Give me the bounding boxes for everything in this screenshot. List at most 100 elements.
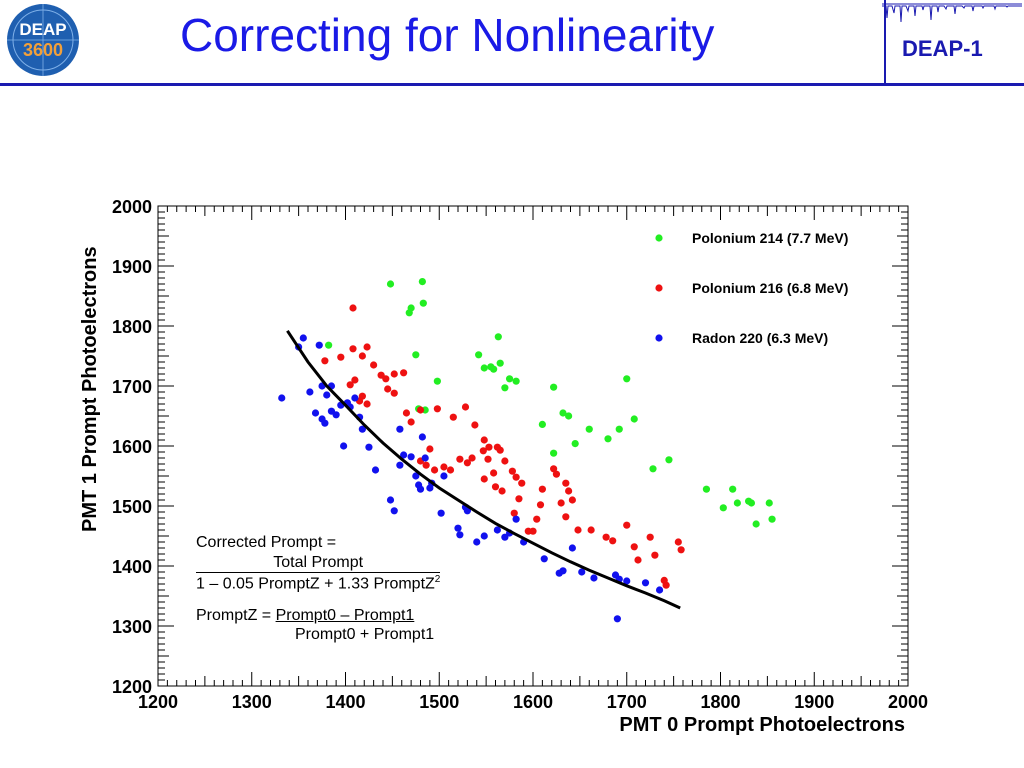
data-point — [426, 445, 434, 453]
data-point — [702, 485, 711, 493]
data-point — [480, 532, 488, 540]
data-point — [337, 353, 345, 361]
data-point — [351, 394, 359, 402]
x-tick-label: 1300 — [232, 692, 272, 712]
y-tick-label: 1600 — [112, 437, 152, 457]
data-point — [321, 419, 329, 427]
data-point — [407, 453, 415, 461]
data-point — [278, 394, 286, 402]
formula-numerator: Total Prompt — [273, 554, 364, 571]
data-point — [733, 499, 741, 507]
data-point — [456, 455, 464, 463]
data-point — [550, 449, 558, 457]
data-point — [552, 470, 561, 478]
y-tick-label: 1800 — [112, 317, 152, 337]
data-point — [475, 351, 483, 359]
data-point — [571, 440, 579, 448]
data-point — [559, 567, 567, 575]
data-point — [498, 487, 506, 495]
data-point — [765, 499, 773, 507]
data-point — [533, 515, 541, 523]
y-tick-label: 1700 — [112, 377, 152, 397]
data-point — [585, 425, 593, 433]
data-point — [540, 555, 548, 563]
y-axis-label: PMT 1 Prompt Photoelectrons — [79, 246, 101, 532]
waveform-graphic — [882, 3, 1022, 23]
data-point — [562, 479, 570, 487]
data-point — [660, 576, 668, 585]
data-point — [615, 425, 623, 433]
header-rule — [0, 83, 1024, 86]
data-point — [430, 466, 439, 474]
deap-3600-logo: DEAP 3600 — [7, 4, 79, 76]
data-point — [351, 376, 359, 384]
data-point — [396, 425, 404, 433]
data-point — [473, 538, 481, 546]
data-point — [515, 495, 523, 503]
data-point — [422, 461, 430, 469]
data-point — [630, 543, 638, 551]
data-point — [407, 418, 415, 426]
data-point — [461, 403, 470, 411]
data-point — [382, 375, 390, 383]
data-point — [646, 533, 654, 541]
data-point — [719, 504, 727, 512]
data-point — [311, 409, 320, 417]
formula-block: Corrected Prompt = Total Prompt 1 – 0.05… — [196, 534, 441, 644]
data-point — [634, 556, 642, 564]
data-point — [565, 412, 573, 420]
data-point — [574, 526, 582, 534]
data-point — [496, 359, 504, 367]
y-tick-label: 1300 — [112, 617, 152, 637]
data-point — [468, 454, 476, 462]
data-point — [508, 467, 516, 475]
promptz-denominator: Prompt0 + Prompt1 — [295, 626, 435, 644]
promptz-numerator: Prompt0 – Prompt1 — [275, 607, 415, 625]
data-point — [529, 527, 537, 535]
data-point — [496, 446, 504, 454]
x-axis-label: PMT 0 Prompt Photoelectrons — [619, 714, 905, 736]
y-tick-label: 1900 — [112, 257, 152, 277]
data-point — [501, 533, 509, 541]
plot-frame — [157, 205, 909, 687]
data-point — [340, 442, 348, 450]
data-point — [405, 309, 413, 317]
data-point — [323, 391, 331, 399]
legend-marker — [655, 234, 663, 242]
data-point — [490, 365, 498, 373]
x-tick-label: 1800 — [700, 692, 740, 712]
data-point — [400, 451, 408, 459]
data-point — [440, 463, 448, 471]
formula-denominator-line: 1 – 0.05 PromptZ + 1.33 PromptZ2 — [196, 572, 441, 593]
x-tick-label: 1900 — [794, 692, 834, 712]
logo-top-text: DEAP — [19, 20, 66, 39]
data-point — [416, 485, 425, 493]
data-point — [325, 341, 333, 349]
data-point — [349, 304, 357, 312]
data-point — [480, 436, 488, 444]
data-point — [501, 457, 509, 465]
logo-bottom-text: 3600 — [23, 40, 63, 60]
data-point — [518, 479, 526, 487]
data-point — [491, 483, 500, 491]
data-point — [370, 361, 378, 369]
data-point — [418, 278, 426, 286]
data-point — [386, 496, 395, 504]
data-point — [490, 469, 498, 477]
data-point — [665, 456, 673, 464]
correction-fit-curve — [286, 329, 681, 610]
data-point — [371, 466, 380, 474]
data-point — [512, 473, 520, 481]
x-tick-label: 1400 — [325, 692, 365, 712]
data-point — [557, 499, 565, 507]
data-point — [493, 526, 501, 534]
data-point — [449, 413, 457, 421]
data-point — [538, 420, 546, 428]
data-point — [677, 546, 685, 554]
data-point — [752, 520, 760, 528]
data-point — [604, 435, 612, 443]
data-point — [349, 345, 357, 353]
data-point — [437, 509, 445, 517]
data-point — [390, 370, 398, 378]
data-point — [358, 425, 366, 433]
